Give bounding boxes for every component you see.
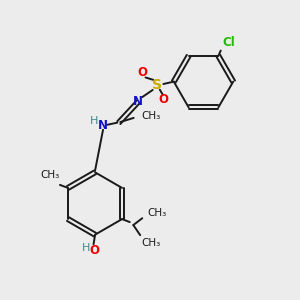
Text: S: S bbox=[152, 78, 162, 92]
Text: N: N bbox=[133, 95, 143, 108]
Text: H: H bbox=[82, 243, 90, 254]
Text: CH₃: CH₃ bbox=[148, 208, 167, 218]
Text: CH₃: CH₃ bbox=[141, 111, 160, 121]
Text: O: O bbox=[89, 244, 99, 257]
Text: H: H bbox=[90, 116, 99, 127]
Text: O: O bbox=[138, 66, 148, 79]
Text: Cl: Cl bbox=[222, 36, 235, 50]
Text: O: O bbox=[158, 93, 168, 106]
Text: N: N bbox=[98, 118, 108, 131]
Text: CH₃: CH₃ bbox=[40, 170, 60, 181]
Text: CH₃: CH₃ bbox=[142, 238, 161, 248]
